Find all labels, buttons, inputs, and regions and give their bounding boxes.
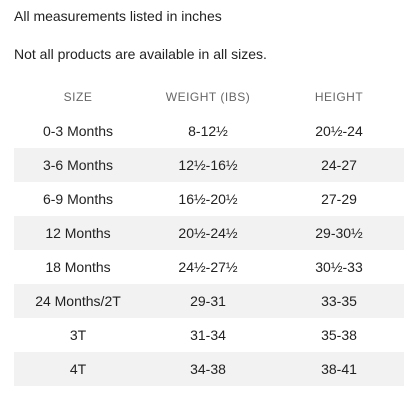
table-cell: 0-3 Months [42, 123, 114, 139]
column-header: HEIGHT [314, 90, 364, 104]
table-row: 18 Months 24½-27½ 30½-33 [14, 250, 404, 284]
table-cell: 8-12½ [188, 123, 228, 139]
table-row: 3-6 Months 12½-16½ 24-27 [14, 148, 404, 182]
table-cell: 24½-27½ [178, 259, 238, 275]
table-cell: 33-35 [274, 284, 404, 318]
table-cell: 3-6 Months [14, 148, 142, 182]
table-cell: 4T [14, 352, 142, 386]
table-cell: 38-41 [274, 352, 404, 386]
table-cell: 34-38 [142, 352, 274, 386]
table-cell: 6-9 Months [42, 191, 114, 207]
table-cell: 20½-24½ [142, 216, 274, 250]
table-cell: 27-29 [321, 191, 357, 207]
table-row: 12 Months 20½-24½ 29-30½ [14, 216, 404, 250]
table-row: 24 Months/2T 29-31 33-35 [14, 284, 404, 318]
column-header: SIZE [63, 90, 93, 104]
table-cell: 24 Months/2T [14, 284, 142, 318]
table-row: 4T 34-38 38-41 [14, 352, 404, 386]
table-cell: 31-34 [190, 327, 226, 343]
header-row: SIZE WEIGHT (IBS) HEIGHT [14, 80, 404, 114]
table-cell: 20½-24 [315, 123, 363, 139]
note: All measurements listed in inches [14, 8, 222, 24]
table-row: 0-3 Months 8-12½ 20½-24 [14, 114, 404, 148]
table-cell: 29-30½ [274, 216, 404, 250]
size-table: SIZE WEIGHT (IBS) HEIGHT 0-3 Months 8-12½ 20… [14, 80, 404, 386]
table-cell: 35-38 [321, 327, 357, 343]
table-cell: 30½-33 [315, 259, 363, 275]
table-cell: 24-27 [274, 148, 404, 182]
note: Not all products are available in all si… [14, 46, 267, 62]
table-cell: 29-31 [142, 284, 274, 318]
table-cell: 16½-20½ [178, 191, 238, 207]
table-row: 3T 31-34 35-38 [14, 318, 404, 352]
table-cell: 3T [69, 327, 87, 343]
column-header: WEIGHT (IBS) [165, 90, 251, 104]
table-cell: 18 Months [45, 259, 111, 275]
table-row: 6-9 Months 16½-20½ 27-29 [14, 182, 404, 216]
table-cell: 12 Months [14, 216, 142, 250]
table-cell: 12½-16½ [142, 148, 274, 182]
